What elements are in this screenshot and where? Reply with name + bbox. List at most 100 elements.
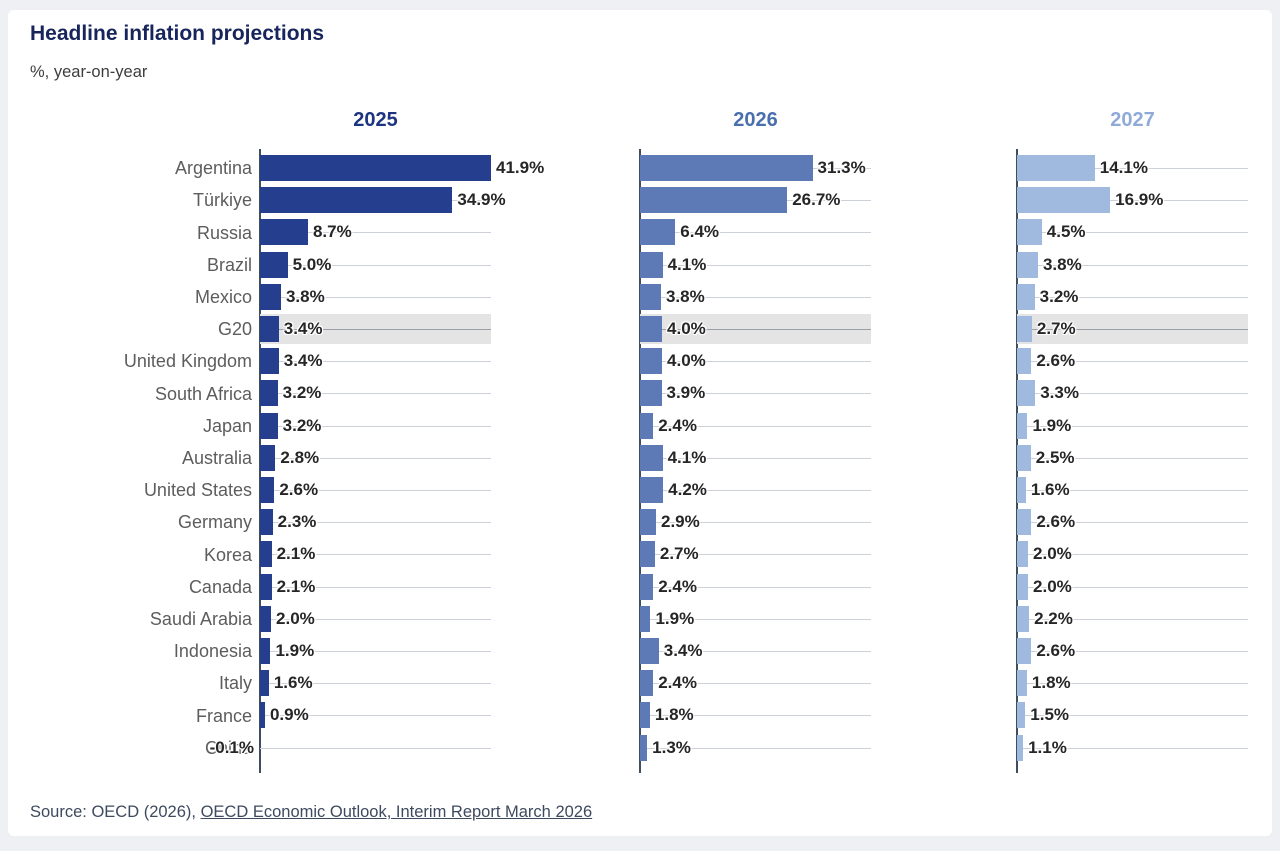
gridline: [260, 457, 491, 459]
bar: [260, 638, 271, 665]
value-label: 2.7%: [1036, 319, 1076, 339]
value-label: 2.0%: [276, 608, 315, 628]
bar: [260, 155, 491, 182]
chart-panel-2025: 41.9% 34.9% 8.7% 5.0% 3.8% 3.4% 3.4% 3.2% 3.2% 2.…: [210, 149, 544, 773]
gridline: [1017, 296, 1248, 298]
value-label: 2.6%: [1036, 641, 1076, 661]
gridline: [640, 554, 871, 556]
category-label: Saudi Arabia: [149, 608, 252, 629]
value-label: 4.0%: [667, 351, 706, 371]
value-label: 1.1%: [1028, 737, 1067, 757]
category-label: Korea: [203, 544, 252, 565]
source-link[interactable]: OECD Economic Outlook, Interim Report Ma…: [200, 803, 593, 821]
gridline: [260, 490, 491, 492]
bar-row: 6.4%: [640, 216, 871, 248]
bar-row: 1.6%: [260, 667, 491, 699]
value-label: 0.9%: [269, 705, 309, 725]
value-label: 2.6%: [1036, 512, 1076, 532]
bar: [640, 412, 654, 439]
gridline: [1017, 393, 1248, 395]
gridline: [1017, 747, 1248, 749]
bar: [640, 444, 663, 471]
gridline: [640, 296, 871, 298]
value-label: 2.4%: [658, 415, 697, 435]
value-label: 2.0%: [1033, 576, 1072, 596]
value-label: -0.1%: [209, 737, 254, 757]
bar-row: 1.8%: [1017, 667, 1248, 699]
bar: [640, 702, 650, 729]
bar-row: 2.6%: [1017, 345, 1248, 377]
bar-row: 2.3%: [260, 506, 491, 538]
bar-row: 2.4%: [640, 571, 871, 603]
gridline: [1017, 361, 1248, 363]
bar-row: 4.0%: [640, 313, 871, 345]
bar-row: 1.9%: [640, 603, 871, 635]
year-header-2025: 2025: [353, 109, 398, 131]
bar-row: 8.7%: [260, 216, 491, 248]
value-label: 2.3%: [277, 512, 317, 532]
bar: [1017, 670, 1027, 697]
value-label: 4.5%: [1046, 222, 1086, 242]
value-label: 1.9%: [655, 608, 695, 628]
bar: [260, 380, 278, 407]
gridline: [260, 361, 491, 363]
bar: [1017, 444, 1031, 471]
value-label: 4.0%: [667, 319, 706, 339]
gridline: [1017, 200, 1248, 202]
bar: [640, 509, 656, 536]
bar: [640, 283, 661, 310]
gridline: [260, 393, 491, 395]
value-label: 26.7%: [792, 190, 841, 210]
bar: [260, 509, 273, 536]
value-label: 3.3%: [1040, 383, 1079, 403]
bar: [640, 605, 651, 632]
value-label: 6.4%: [680, 222, 720, 242]
value-label: 1.8%: [1031, 673, 1071, 693]
value-label: 34.9%: [457, 190, 506, 210]
bar: [1017, 155, 1095, 182]
bar: [260, 187, 453, 214]
value-label: 2.5%: [1035, 447, 1075, 467]
gridline: [1017, 618, 1248, 620]
value-label: 1.9%: [1032, 415, 1072, 435]
category-label: United States: [143, 480, 252, 501]
category-label: Italy: [218, 673, 252, 694]
gridline: [640, 715, 871, 717]
gridline: [1017, 522, 1248, 524]
value-label: 16.9%: [1115, 190, 1164, 210]
gridline: [260, 329, 491, 331]
bar: [640, 477, 664, 504]
gridline: [260, 618, 491, 620]
category-label: Türkiye: [192, 190, 252, 211]
bar-row: 0.9%: [260, 699, 491, 731]
bar: [640, 316, 663, 343]
value-label: 3.2%: [1039, 286, 1079, 306]
bar-row: 3.8%: [260, 281, 491, 313]
bar: [1017, 702, 1026, 729]
category-label: France: [195, 705, 252, 726]
bar: [260, 283, 281, 310]
gridline: [1017, 168, 1248, 170]
bar-row: 2.6%: [1017, 635, 1248, 667]
bar-row: 2.0%: [1017, 538, 1248, 570]
gridline: [260, 715, 491, 717]
value-label: 4.1%: [667, 447, 707, 467]
bar-row: 1.9%: [1017, 410, 1248, 442]
bar-row: 2.0%: [260, 603, 491, 635]
value-label: 3.4%: [663, 641, 703, 661]
gridline: [1017, 457, 1248, 459]
value-label: 2.1%: [276, 576, 316, 596]
value-label: 5.0%: [292, 254, 332, 274]
value-label: 3.8%: [285, 286, 325, 306]
gridline: [260, 683, 491, 685]
gridline: [260, 554, 491, 556]
bar: [640, 734, 648, 761]
gridline: [640, 457, 871, 459]
chart-card: Headline inflation projections %, year-o…: [8, 10, 1272, 836]
category-label: Canada: [188, 576, 252, 597]
bar: [1017, 187, 1111, 214]
bar-row: 4.0%: [640, 345, 871, 377]
chart-panel-2027: 14.1% 16.9% 4.5% 3.8% 3.2% 2.7% 2.6% 3.3% 1.9% 2.…: [1016, 149, 1248, 773]
bar-row: 3.4%: [640, 635, 871, 667]
bar: [640, 638, 659, 665]
